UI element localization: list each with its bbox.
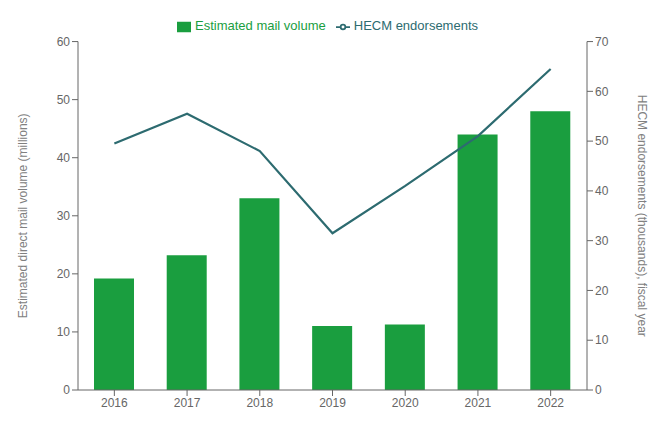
svg-text:10: 10 bbox=[595, 333, 609, 347]
svg-text:50: 50 bbox=[595, 134, 609, 148]
svg-text:20: 20 bbox=[57, 267, 71, 281]
svg-text:20: 20 bbox=[595, 284, 609, 298]
html-text:HECM endorsements: HECM endorsements bbox=[353, 18, 478, 33]
svg-text:0: 0 bbox=[595, 383, 602, 397]
svg-text:2019: 2019 bbox=[319, 396, 346, 410]
svg-text:2022: 2022 bbox=[537, 396, 564, 410]
svg-text:10: 10 bbox=[57, 325, 71, 339]
html-text:Estimated mail volume: Estimated mail volume bbox=[195, 18, 326, 33]
svg-text:70: 70 bbox=[595, 35, 609, 49]
svg-text:30: 30 bbox=[595, 234, 609, 248]
svg-text:30: 30 bbox=[57, 209, 71, 223]
svg-text:40: 40 bbox=[57, 151, 71, 165]
svg-text:50: 50 bbox=[57, 93, 71, 107]
svg-text:60: 60 bbox=[595, 85, 609, 99]
svg-text:Estimated direct mail volume (: Estimated direct mail volume (millions) bbox=[16, 113, 30, 318]
svg-text:2017: 2017 bbox=[174, 396, 201, 410]
svg-text:2020: 2020 bbox=[392, 396, 419, 410]
svg-text:2016: 2016 bbox=[101, 396, 128, 410]
svg-text:0: 0 bbox=[63, 383, 70, 397]
svg-text:2021: 2021 bbox=[465, 396, 492, 410]
svg-text:HECM endorsements (thousands),: HECM endorsements (thousands), fiscal ye… bbox=[635, 95, 649, 337]
svg-text:40: 40 bbox=[595, 184, 609, 198]
svg-text:2018: 2018 bbox=[246, 396, 273, 410]
svg-text:60: 60 bbox=[57, 35, 71, 49]
